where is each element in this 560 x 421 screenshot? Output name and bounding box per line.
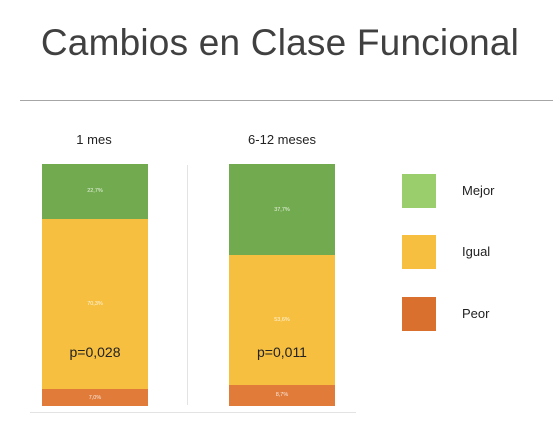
bar-divider [187,165,188,405]
slide-title: Cambios en Clase Funcional [40,22,520,63]
data-label: 8,7% [275,392,289,399]
data-label: 70,3% [87,301,103,307]
bar-6-12-meses: 8,7% 53,6% 37,7% [229,164,335,406]
data-label: 37,7% [274,206,290,213]
bar-segment-mejor: 37,7% [229,164,335,256]
data-label: 53,6% [274,317,290,324]
chart-baseline [30,412,356,413]
bar-segment-peor: 8,7% [229,384,335,406]
p-value-1-mes: p=0,028 [69,344,121,360]
bar-segment-peor: 7,0% [42,389,148,406]
p-value-6-12-meses: p=0,011 [257,344,307,360]
bar-segment-igual: 70,3% [42,218,148,390]
bar-segment-mejor: 22,7% [42,164,148,219]
data-label: 7,0% [88,394,102,401]
legend-label-mejor: Mejor [462,183,495,198]
bar-segment-igual: 53,6% [229,255,335,385]
category-label-6-12-meses: 6-12 meses [248,132,316,147]
legend-swatch-mejor [402,174,436,208]
category-label-1-mes: 1 mes [76,132,112,147]
bar-1-mes: 7,0% 70,3% 22,7% [42,164,148,406]
data-label: 22,7% [87,188,103,195]
legend-label-peor: Peor [462,306,490,321]
legend-swatch-igual [402,235,436,269]
legend-label-igual: Igual [462,244,491,259]
title-divider [20,100,553,101]
legend-swatch-peor [402,297,436,331]
